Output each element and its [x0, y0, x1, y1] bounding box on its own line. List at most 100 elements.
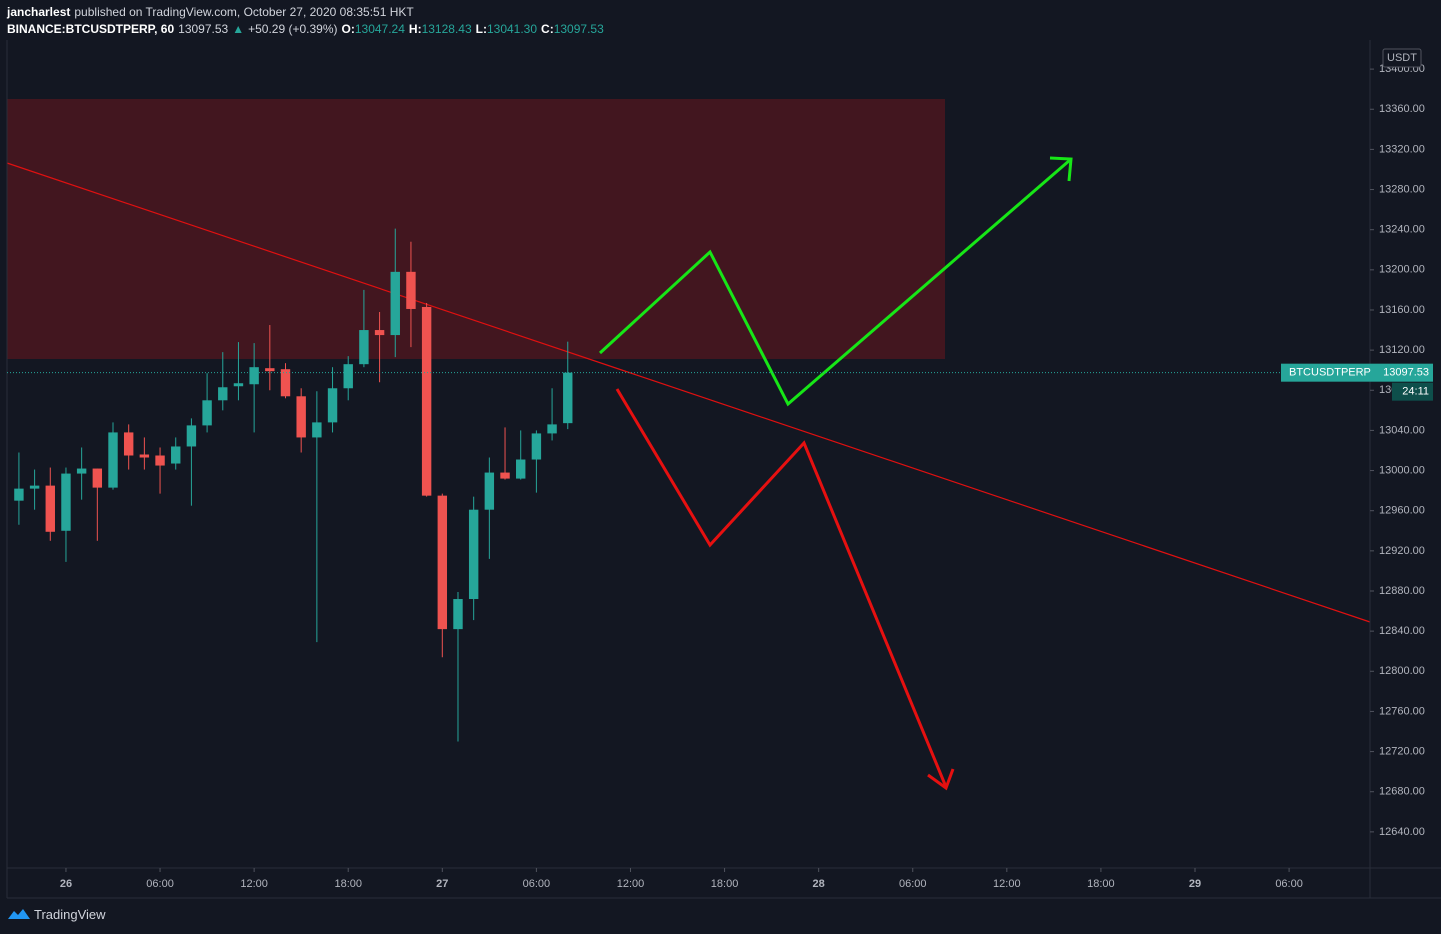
y-tick-label: 12840.00 — [1379, 625, 1425, 637]
x-tick-label: 12:00 — [240, 878, 268, 890]
candle-body — [108, 432, 118, 488]
resistance-zone — [7, 99, 945, 359]
ohlc-value: 13041.30 — [486, 22, 538, 36]
candle-body — [563, 372, 573, 424]
candle-body — [359, 330, 369, 365]
ohlc-value: 13097.53 — [553, 22, 604, 36]
x-tick-label: 12:00 — [993, 878, 1021, 890]
x-tick-label: 27 — [436, 878, 448, 890]
candle-body — [76, 468, 87, 474]
candle-body — [390, 271, 400, 336]
candle-body — [280, 369, 291, 397]
bearish-path — [615, 388, 948, 788]
candle-body — [61, 473, 71, 531]
candle-body — [171, 446, 181, 464]
x-tick-label: 06:00 — [523, 878, 551, 890]
candle-body — [343, 364, 353, 389]
candle-body — [374, 330, 385, 336]
arrow: ▲ — [232, 22, 245, 36]
y-tick-label: 13320.00 — [1379, 143, 1425, 155]
header: jancharlest published on TradingView.com,… — [7, 4, 608, 38]
x-tick-label: 29 — [1189, 878, 1201, 890]
y-tick-label: 12760.00 — [1379, 705, 1425, 717]
symbol: BINANCE:BTCUSDTPERP, 60 — [7, 22, 175, 36]
candle-body — [29, 485, 40, 489]
candle-body — [531, 433, 542, 460]
candle-body — [139, 454, 150, 458]
bearish-arrowhead — [927, 768, 955, 791]
candle-body — [547, 424, 557, 434]
candle-body — [186, 425, 197, 447]
ohlc-key: O: — [341, 22, 355, 36]
candle-body — [92, 468, 103, 488]
y-tick-label: 13040.00 — [1379, 424, 1425, 436]
x-tick-label: 06:00 — [1275, 878, 1303, 890]
ohlc-key: L: — [475, 22, 487, 36]
x-tick-label: 28 — [813, 878, 825, 890]
x-tick-label: 18:00 — [334, 878, 362, 890]
currency-box — [1382, 48, 1422, 68]
candle-body — [312, 422, 322, 438]
author: jancharlest — [7, 5, 71, 19]
y-tick-label: 12880.00 — [1379, 585, 1425, 597]
x-tick-label: 06:00 — [899, 878, 927, 890]
candle-body — [249, 367, 259, 385]
y-tick-label: 13240.00 — [1379, 224, 1425, 236]
candle-body — [437, 495, 448, 630]
x-tick-label: 18:00 — [1087, 878, 1115, 890]
candle-body — [327, 388, 338, 423]
y-tick-label: 12680.00 — [1379, 786, 1425, 798]
candle-body — [516, 459, 526, 479]
y-tick-label: 12800.00 — [1379, 665, 1425, 677]
bullish-arrowhead — [1049, 156, 1073, 182]
currency-label: USDT — [1387, 52, 1417, 64]
change: +50.29 (+0.39%) — [248, 22, 338, 36]
candle-body — [233, 383, 244, 387]
logo — [8, 909, 30, 919]
ohlc-value: 13128.43 — [421, 22, 472, 36]
last: 13097.53 — [178, 22, 229, 36]
countdown-label: 24:11 — [1402, 386, 1429, 398]
candle-body — [123, 432, 134, 456]
y-tick-label: 13000.00 — [1379, 464, 1425, 476]
x-tick-label: 26 — [60, 878, 72, 890]
ohlc-value: 13047.24 — [354, 22, 405, 36]
symbol-label: BTCUSDTPERP — [1289, 367, 1371, 379]
last-price-box — [1281, 363, 1433, 382]
x-tick-label: 12:00 — [617, 878, 645, 890]
published: published on TradingView.com, October 27… — [74, 5, 414, 19]
candle-body — [484, 472, 495, 510]
last-price: BTCUSDTPERP 13097.53 24:11 — [7, 363, 1433, 401]
candle-body — [155, 455, 165, 466]
y-tick-label: 12920.00 — [1379, 545, 1425, 557]
countdown-box — [1392, 382, 1433, 401]
trend-line — [6, 162, 1371, 623]
footer: TradingView — [34, 907, 106, 922]
bullish-path — [598, 158, 1071, 407]
x-tick-label: 06:00 — [146, 878, 174, 890]
y-tick-label: 12960.00 — [1379, 505, 1425, 517]
candle-body — [421, 306, 432, 496]
y-tick-label: 13200.00 — [1379, 264, 1425, 276]
candle-body — [202, 400, 212, 426]
y-tick-label: 13280.00 — [1379, 183, 1425, 195]
candles — [14, 228, 573, 742]
candle-body — [296, 396, 306, 438]
last-price-label: 13097.53 — [1383, 367, 1429, 379]
candle-body — [14, 488, 24, 501]
y-tick-label: 13360.00 — [1379, 103, 1425, 115]
x-tick-label: 18:00 — [711, 878, 739, 890]
candle-body — [265, 368, 275, 372]
ohlc-key: C: — [541, 22, 554, 36]
y-tick-label: 12640.00 — [1379, 826, 1425, 838]
candle-body — [45, 485, 55, 532]
candle-body — [453, 599, 463, 630]
y-tick-label: 12720.00 — [1379, 745, 1425, 757]
y-tick-label: 13160.00 — [1379, 304, 1425, 316]
candle-body — [468, 509, 479, 600]
y-tick-label: 13120.00 — [1379, 344, 1425, 356]
axes: 12640.00 12680.00 12720.00 12760.00 12800.00… — [60, 63, 1425, 890]
ohlc-key: H: — [408, 22, 422, 36]
